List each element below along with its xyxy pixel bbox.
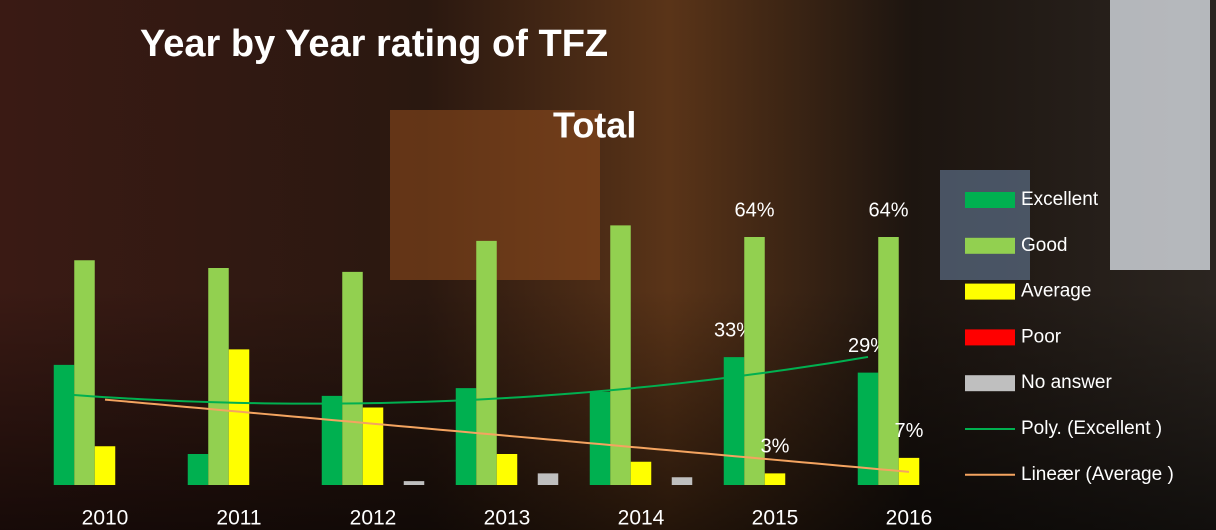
bar bbox=[208, 268, 229, 485]
chart-subtitle: Total bbox=[553, 105, 636, 146]
legend-swatch bbox=[965, 192, 1015, 208]
bar bbox=[363, 408, 384, 486]
legend-label: Excellent bbox=[1021, 189, 1099, 210]
data-label: 64% bbox=[868, 199, 908, 221]
legend-swatch bbox=[965, 375, 1015, 391]
x-tick-label: 2013 bbox=[484, 507, 531, 530]
legend-label: Poly. (Excellent ) bbox=[1021, 418, 1162, 439]
screen bbox=[940, 170, 1030, 280]
chart-title: Year by Year rating of TFZ bbox=[140, 23, 608, 65]
legend-label: Poor bbox=[1021, 326, 1062, 347]
bar bbox=[342, 272, 363, 485]
bar bbox=[538, 473, 559, 485]
x-tick-label: 2016 bbox=[886, 507, 933, 530]
bar bbox=[229, 349, 250, 485]
bar bbox=[497, 454, 518, 485]
bar bbox=[95, 446, 116, 485]
legend-label: No answer bbox=[1021, 372, 1112, 393]
data-label: 3% bbox=[761, 436, 790, 458]
screen bbox=[1110, 0, 1210, 270]
x-tick-label: 2014 bbox=[618, 507, 665, 530]
legend-label: Good bbox=[1021, 235, 1067, 256]
x-tick-label: 2011 bbox=[216, 507, 261, 530]
bar bbox=[54, 365, 75, 485]
legend-label: Average bbox=[1021, 281, 1091, 302]
bar bbox=[188, 454, 209, 485]
bar bbox=[672, 477, 693, 485]
bar bbox=[404, 481, 425, 485]
chart: Year by Year rating of TFZ Total 2010 201… bbox=[0, 0, 1216, 530]
bar bbox=[74, 260, 95, 485]
x-tick-label: 2015 bbox=[752, 507, 799, 530]
x-tick-label: 2012 bbox=[350, 507, 397, 530]
bar bbox=[765, 473, 786, 485]
legend-label: Lineær (Average ) bbox=[1021, 464, 1174, 485]
data-label: 64% bbox=[734, 199, 774, 221]
bar bbox=[322, 396, 343, 485]
legend-swatch bbox=[965, 284, 1015, 300]
bar bbox=[476, 241, 497, 485]
legend-swatch bbox=[965, 329, 1015, 345]
data-label: 7% bbox=[895, 420, 924, 442]
bar bbox=[590, 392, 611, 485]
bar bbox=[878, 237, 899, 485]
x-tick-label: 2010 bbox=[82, 507, 129, 530]
bar bbox=[631, 462, 652, 485]
legend-swatch bbox=[965, 238, 1015, 254]
bar bbox=[456, 388, 477, 485]
